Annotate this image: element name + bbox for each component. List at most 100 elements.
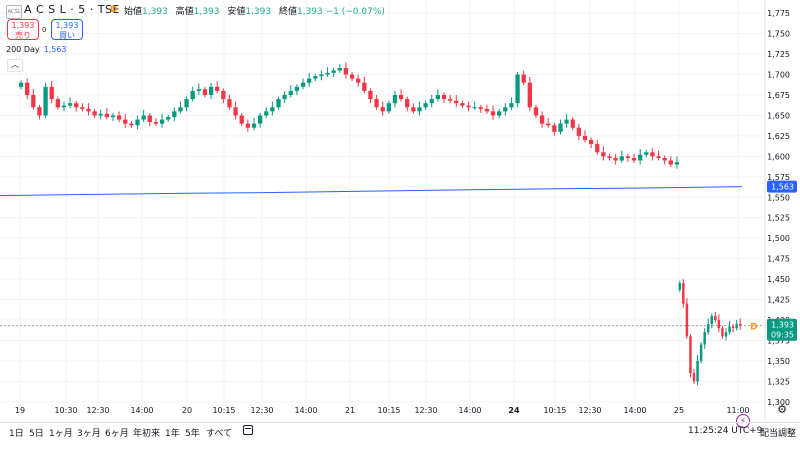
candle-body bbox=[490, 111, 496, 116]
candle-body bbox=[714, 315, 717, 320]
candle-body bbox=[724, 332, 728, 337]
candle-body bbox=[159, 119, 165, 124]
time-tick-label: 12:30 bbox=[414, 406, 437, 415]
candle-body bbox=[98, 113, 103, 116]
range-6m[interactable]: 6ヶ月 bbox=[105, 429, 129, 439]
range-1d[interactable]: 1日 bbox=[9, 429, 24, 439]
candle-body bbox=[607, 156, 612, 158]
price-tick-label: 1,625 bbox=[767, 132, 790, 141]
candle-body bbox=[678, 283, 682, 290]
clock-readout[interactable]: 11:25:24 UTC+9 bbox=[688, 426, 763, 436]
sell-price: 1,393 bbox=[11, 21, 35, 30]
candle-body bbox=[478, 107, 483, 109]
open-value: 1,393 bbox=[142, 7, 168, 17]
candle-body bbox=[208, 86, 214, 95]
price-tick-label: 1,375 bbox=[767, 336, 790, 345]
candle-body bbox=[497, 111, 502, 116]
time-tick-label: 20 bbox=[182, 406, 192, 415]
candle-body bbox=[631, 158, 637, 161]
candle-body bbox=[37, 107, 42, 116]
candle-body bbox=[233, 107, 238, 116]
buy-price: 1,393 bbox=[55, 21, 79, 30]
candle-body bbox=[682, 283, 685, 304]
range-3m[interactable]: 3ヶ月 bbox=[77, 429, 101, 439]
candle-body bbox=[227, 99, 232, 108]
range-all[interactable]: すべて bbox=[206, 429, 233, 439]
sell-button[interactable]: 1,393 売り bbox=[7, 19, 39, 40]
collapse-legend-button[interactable]: ︿ bbox=[7, 59, 23, 72]
candle-body bbox=[172, 111, 177, 118]
range-1y[interactable]: 1年 bbox=[165, 429, 180, 439]
ma-price-label-bg bbox=[767, 180, 797, 193]
range-ytd[interactable]: 年初来 bbox=[133, 429, 161, 439]
candle-body bbox=[533, 107, 539, 116]
candle-body bbox=[515, 74, 520, 104]
candle-body bbox=[356, 78, 361, 83]
price-tick-label: 1,725 bbox=[767, 50, 790, 59]
candle-body bbox=[689, 336, 692, 374]
ma-legend-value: 1,563 bbox=[43, 45, 67, 54]
candle-body bbox=[313, 76, 318, 79]
candle-body bbox=[717, 320, 721, 329]
time-tick-label: 14:00 bbox=[458, 406, 481, 415]
gear-icon[interactable]: ⚙ bbox=[777, 403, 787, 416]
time-tick-label: 14:00 bbox=[623, 406, 646, 415]
candle-body bbox=[613, 158, 618, 161]
buy-button[interactable]: 1,393 買い bbox=[51, 19, 83, 40]
spread-value: 0 bbox=[42, 26, 47, 34]
candle-body bbox=[264, 111, 269, 116]
candle-body bbox=[251, 123, 257, 128]
candle-body bbox=[417, 107, 422, 112]
ma-legend[interactable]: 200 Day 1,563 bbox=[6, 45, 67, 54]
candle-body bbox=[257, 115, 263, 124]
candle-body bbox=[288, 90, 293, 95]
price-tick-label: 1,350 bbox=[767, 357, 790, 366]
candle-body bbox=[454, 100, 459, 104]
candle-body bbox=[552, 125, 557, 132]
price-tick-label: 1,475 bbox=[767, 255, 790, 264]
candle-body bbox=[80, 107, 85, 109]
candle-body bbox=[441, 95, 447, 100]
candle-body bbox=[411, 107, 416, 112]
calendar-icon[interactable] bbox=[243, 425, 253, 435]
close-value: 1,393 −1 (−0.07%) bbox=[296, 7, 385, 17]
ma-price-label: 1,563 bbox=[771, 183, 794, 192]
ohlc-values: 始値1,393 高値1,393 安値1,393 終値1,393 −1 (−0.0… bbox=[124, 4, 390, 17]
time-tick-label: 25 bbox=[674, 406, 684, 415]
ma-legend-name: 200 Day bbox=[6, 45, 40, 54]
time-tick-label: 19 bbox=[15, 406, 25, 415]
candle-body bbox=[564, 119, 569, 124]
range-1m[interactable]: 1ヶ月 bbox=[49, 429, 73, 439]
candle-body bbox=[685, 303, 689, 337]
candle-body bbox=[43, 86, 48, 116]
candle-body bbox=[129, 123, 134, 126]
price-chart[interactable]: 1,775 1,750 1,725 1,700 1,675 1,650 1,625 1,600… bbox=[0, 0, 800, 422]
symbol-title[interactable]: A C S L · 5 · TSE bbox=[24, 3, 120, 16]
candle-body bbox=[337, 68, 342, 71]
range-5d[interactable]: 5日 bbox=[29, 429, 44, 439]
candle-body bbox=[706, 324, 710, 333]
price-tick-label: 1,450 bbox=[767, 275, 790, 284]
candle-body bbox=[696, 360, 699, 382]
candle-body bbox=[656, 156, 661, 158]
last-time-label: 09:35 bbox=[771, 331, 794, 340]
time-tick-label: 14:00 bbox=[130, 406, 153, 415]
range-5y[interactable]: 5年 bbox=[185, 429, 200, 439]
candle-body bbox=[484, 108, 490, 112]
candle-body bbox=[576, 127, 582, 136]
candle-body bbox=[166, 117, 171, 120]
candle-body bbox=[710, 315, 714, 325]
candle-body bbox=[638, 154, 643, 161]
candle-body bbox=[141, 115, 146, 120]
candle-body bbox=[662, 158, 667, 161]
candle-body bbox=[67, 103, 73, 106]
candle-body bbox=[699, 344, 703, 361]
candle-body bbox=[343, 68, 349, 75]
candle-body bbox=[650, 152, 655, 157]
candle-body bbox=[190, 90, 195, 100]
time-tick-label: 21 bbox=[345, 406, 355, 415]
candle-body bbox=[18, 82, 24, 87]
dividend-adjust-button[interactable]: 配当調整 bbox=[760, 429, 797, 439]
candle-body bbox=[245, 123, 251, 128]
